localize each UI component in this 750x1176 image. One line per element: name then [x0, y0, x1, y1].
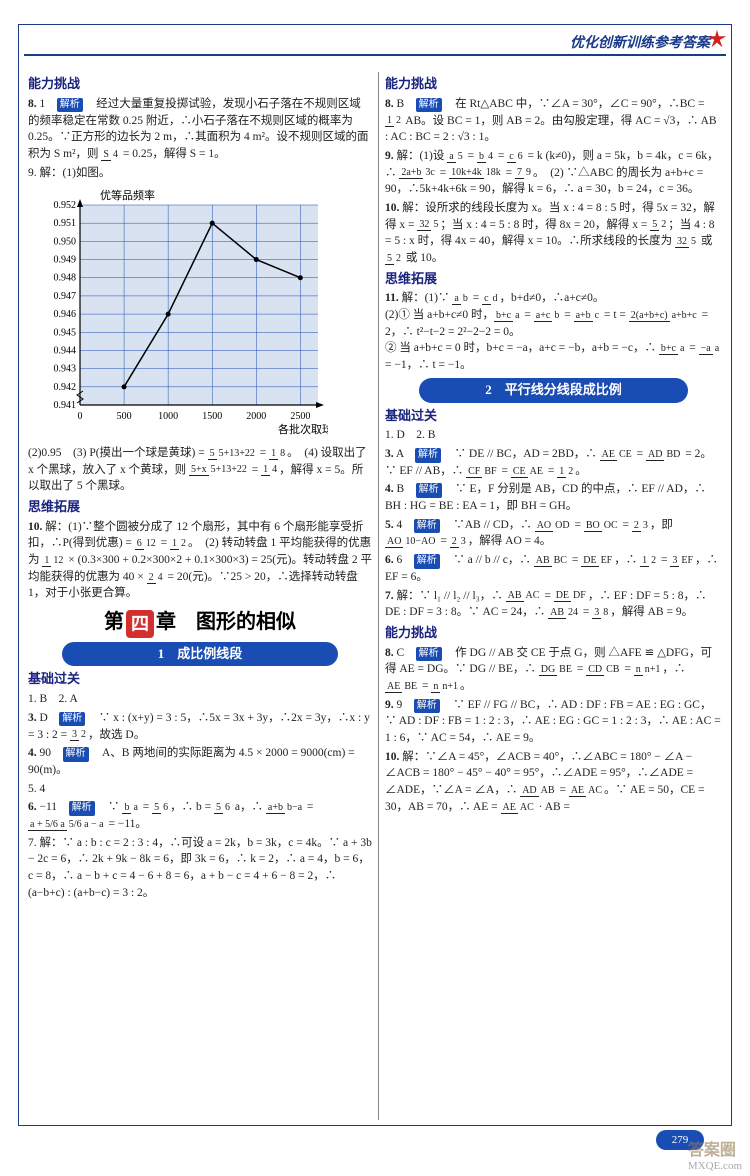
watermark: 答案圈 MXQE.com [688, 1136, 742, 1172]
chapter-pre: 第 [104, 611, 124, 633]
b6: 6. 6 解析 ∵ a // b // c，∴ ABBC = DEEF，∴ 12… [385, 552, 722, 585]
analysis-tag: 解析 [57, 98, 83, 113]
analysis-tag: 解析 [414, 699, 440, 714]
page-header: 优化创新训练参考答案 [570, 32, 710, 52]
q9a: 9. 解：(1)如图。 [28, 165, 372, 182]
analysis-tag: 解析 [414, 554, 440, 569]
q9b: (2)0.95 (3) P(摸出一个球是黄球) = 55+13+22 = 18。… [28, 445, 372, 495]
analysis-tag: 解析 [416, 98, 442, 113]
svg-text:2000: 2000 [246, 411, 266, 422]
r9: 9. 解：(1)设 a5 = b4 = c6 = k (k≠0)，则 a = 5… [385, 148, 722, 198]
svg-text:0.941: 0.941 [54, 400, 77, 411]
section-thinking-r: 思维拓展 [385, 270, 722, 289]
a4: 4. 90 解析 A、B 两地间的实际距离为 4.5 × 2000 = 9000… [28, 745, 372, 778]
analysis-tag: 解析 [415, 448, 441, 463]
b7: 7. 解：∵ l₁ // l₂ // l₃，∴ ABAC = DEDF，∴ EF… [385, 588, 722, 621]
svg-text:0.951: 0.951 [54, 218, 77, 229]
svg-text:0.942: 0.942 [54, 382, 77, 393]
section-ability: 能力挑战 [28, 75, 372, 94]
svg-text:1000: 1000 [158, 411, 178, 422]
c10: 10. 解：∵∠A = 45°，∠ACB = 40°，∴∠ABC = 180° … [385, 749, 722, 816]
r8: 8. B 解析 在 Rt△ABC 中，∵∠A = 30°，∠C = 90°，∴B… [385, 96, 722, 146]
svg-text:0.945: 0.945 [54, 327, 77, 338]
analysis-tag: 解析 [63, 747, 89, 762]
a5: 5. 4 [28, 781, 372, 798]
svg-text:0.949: 0.949 [54, 255, 77, 266]
r10: 10. 解：设所求的线段长度为 x。当 x : 4 = 8 : 5 时，得 5x… [385, 200, 722, 267]
svg-text:2500: 2500 [290, 411, 310, 422]
analysis-tag: 解析 [416, 483, 442, 498]
svg-text:0.948: 0.948 [54, 273, 77, 284]
watermark-bottom: MXQE.com [688, 1160, 742, 1172]
svg-text:0.946: 0.946 [54, 309, 77, 320]
chapter-title: 第四章 图形的相似 [28, 608, 372, 637]
q10: 10. 解：(1)∵整个圆被分成了 12 个扇形，其中有 6 个扇形能享受折扣，… [28, 519, 372, 602]
svg-text:1500: 1500 [202, 411, 222, 422]
header-underline [24, 54, 726, 56]
analysis-tag: 解析 [416, 647, 442, 662]
a12: 1. B 2. A [28, 691, 372, 708]
c9: 9. 9 解析 ∵ EF // FG // BC，∴ AD : DF : FB … [385, 697, 722, 747]
b4: 4. B 解析 ∵ E，F 分别是 AB，CD 的中点，∴ EF // AD，∴… [385, 481, 722, 514]
svg-text:0: 0 [78, 411, 83, 422]
svg-text:各批次取球数: 各批次取球数 [278, 422, 328, 435]
analysis-tag: 解析 [69, 801, 95, 816]
section-pill-1: 1 成比例线段 [62, 642, 337, 667]
svg-text:0.950: 0.950 [54, 237, 77, 248]
chapter-num-icon: 四 [126, 610, 154, 638]
left-column: 能力挑战 8. 1 解析 经过大量重复投掷试验，发现小石子落在不规则区域的频率稳… [28, 72, 372, 1120]
section-pill-2: 2 平行线分线段成比例 [419, 378, 689, 403]
analysis-tag: 解析 [59, 712, 85, 727]
analysis-tag: 解析 [414, 519, 440, 534]
section-thinking-l: 思维拓展 [28, 498, 372, 517]
content-columns: 能力挑战 8. 1 解析 经过大量重复投掷试验，发现小石子落在不规则区域的频率稳… [28, 72, 722, 1120]
svg-text:500: 500 [117, 411, 132, 422]
a6: 6. −11 解析 ∵ ba = 56，∴ b = 56 a，∴ a+bb−a … [28, 799, 372, 832]
svg-text:优等品频率: 优等品频率 [100, 188, 155, 202]
section-ability-r: 能力挑战 [385, 75, 722, 94]
b12: 1. D 2. B [385, 427, 722, 444]
b3: 3. A 解析 ∵ DE // BC，AD = 2BD，∴ AECE = ADB… [385, 446, 722, 479]
q8: 8. 1 解析 经过大量重复投掷试验，发现小石子落在不规则区域的频率稳定在常数 … [28, 96, 372, 163]
r11: 11. 解：(1)∵ ab = cd，b+d≠0，∴a+c≠0。(2)① 当 a… [385, 290, 722, 373]
right-column: 能力挑战 8. B 解析 在 Rt△ABC 中，∵∠A = 30°，∠C = 9… [378, 72, 722, 1120]
svg-text:0.947: 0.947 [54, 291, 77, 302]
watermark-top: 答案圈 [688, 1136, 742, 1160]
section-basic-l: 基础过关 [28, 670, 372, 689]
star-icon [706, 28, 728, 50]
svg-text:0.944: 0.944 [54, 346, 77, 357]
chapter-post: 章 图形的相似 [156, 611, 296, 633]
a3: 3. D 解析 ∵ x : (x+y) = 3 : 5，∴5x = 3x + 3… [28, 710, 372, 743]
b5: 5. 4 解析 ∵AB // CD，∴ AOOD = BOOC = 23，即 A… [385, 517, 722, 550]
svg-text:0.952: 0.952 [54, 200, 77, 211]
frequency-chart: 0.952 0.951 0.950 0.949 0.948 0.947 0.946 0.945… [28, 185, 328, 435]
section-basic-r: 基础过关 [385, 407, 722, 426]
svg-text:0.943: 0.943 [54, 364, 77, 375]
a7: 7. 解：∵ a : b : c = 2 : 3 : 4，∴可设 a = 2k，… [28, 835, 372, 902]
c8: 8. C 解析 作 DG // AB 交 CE 于点 G，则 △AFE ≌ △D… [385, 645, 722, 695]
section-ability-r2: 能力挑战 [385, 624, 722, 643]
